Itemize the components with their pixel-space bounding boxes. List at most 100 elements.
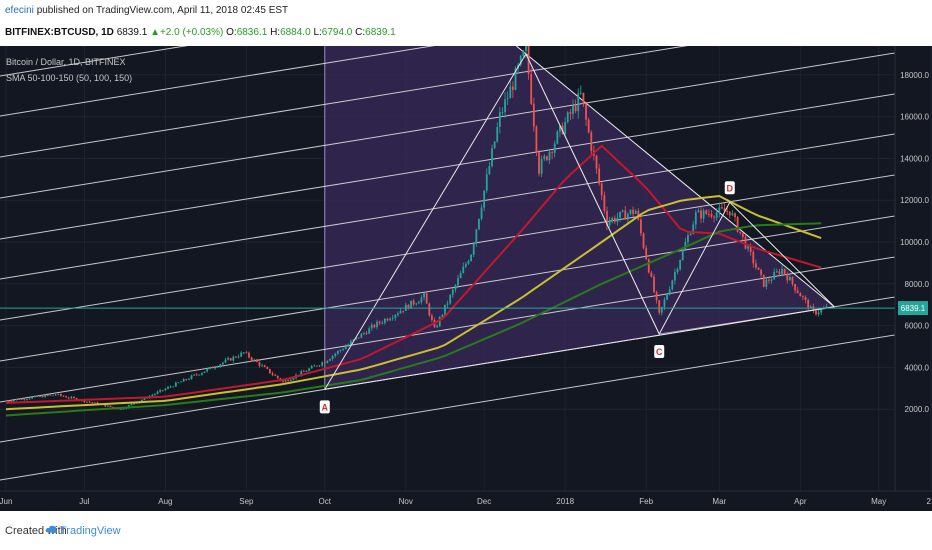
candle-body xyxy=(57,394,60,395)
candle-body xyxy=(749,245,752,253)
time-tick-label: Oct xyxy=(319,497,332,506)
candle-body xyxy=(18,399,20,400)
pattern-label-a-box xyxy=(319,400,330,414)
candle-body xyxy=(556,131,559,144)
price-tick-label: 10000.0 xyxy=(900,238,929,247)
candle-body xyxy=(156,391,159,394)
candle-body xyxy=(44,394,47,398)
candle-body xyxy=(744,236,747,249)
price-chart[interactable]: ABCD 2000.04000.06000.08000.010000.01200… xyxy=(0,29,932,511)
candle-body xyxy=(308,368,310,371)
candle-body xyxy=(431,315,433,320)
sma-50-line xyxy=(5,144,822,404)
candle-body xyxy=(441,314,444,317)
candle-body xyxy=(402,310,405,312)
candle-body xyxy=(370,324,373,329)
last-price-tag-box xyxy=(898,301,928,316)
candle-body xyxy=(386,318,389,321)
candle-body xyxy=(276,375,279,379)
candle-body xyxy=(611,217,614,222)
candle-body xyxy=(378,321,381,324)
high-label: H: xyxy=(270,27,281,38)
quote-line: BITFINEX:BTCUSD, 1D 6839.1 ▲+2.0 (+0.03%… xyxy=(5,27,396,38)
tradingview-logo-icon[interactable] xyxy=(44,523,58,537)
candle-body xyxy=(214,367,216,369)
candle-body xyxy=(159,389,162,392)
candle-body xyxy=(726,211,729,212)
candle-body xyxy=(545,156,548,161)
candle-body xyxy=(420,297,423,303)
candle-body xyxy=(731,213,734,216)
candle-body xyxy=(397,313,399,315)
candle-body xyxy=(232,356,235,361)
pattern-label-d-box xyxy=(724,181,735,195)
candle-body xyxy=(553,143,556,153)
candle-body xyxy=(710,214,713,217)
candle-body xyxy=(255,359,258,363)
candle-body xyxy=(590,132,593,151)
candle-body xyxy=(650,272,653,277)
price-tick-label: 12000.0 xyxy=(900,196,929,205)
up-arrow-icon: ▲ xyxy=(150,27,160,38)
candle-body xyxy=(548,151,551,161)
sma-150-line xyxy=(5,222,822,417)
candle-body xyxy=(598,168,601,184)
tradingview-link[interactable]: TradingView xyxy=(60,525,121,537)
candle-body xyxy=(83,399,86,403)
time-tick-label: Jun xyxy=(0,497,12,506)
candle-body xyxy=(655,292,658,301)
candle-body xyxy=(383,318,386,323)
candle-body xyxy=(73,396,75,399)
candle-body xyxy=(399,310,402,314)
candle-body xyxy=(326,360,329,363)
candle-body xyxy=(365,333,368,334)
candle-body xyxy=(815,310,817,315)
candle-body xyxy=(31,397,34,399)
time-tick-label: Sep xyxy=(239,497,254,506)
candle-body xyxy=(240,352,243,357)
candle-body xyxy=(33,396,36,398)
candle-body xyxy=(198,374,201,376)
candle-body xyxy=(747,245,749,249)
candle-body xyxy=(423,293,425,298)
candle-body xyxy=(488,165,491,175)
candle-body xyxy=(161,389,164,391)
candle-body xyxy=(674,272,676,281)
candle-body xyxy=(783,268,786,274)
candle-body xyxy=(287,380,290,382)
candle-body xyxy=(689,233,692,236)
author-link[interactable]: efecini xyxy=(5,5,34,16)
candle-body xyxy=(624,210,627,220)
candle-body xyxy=(632,209,634,214)
candle-body xyxy=(694,212,697,225)
candle-body xyxy=(5,400,7,402)
candle-body xyxy=(697,210,700,213)
time-tick-label: Jul xyxy=(79,497,89,506)
candle-body xyxy=(271,373,274,375)
time-axis[interactable]: Jun Jul Aug Sep Oct Nov Dec 2018 Feb Mar Apr May 21 xyxy=(0,497,932,506)
candle-body xyxy=(352,339,355,342)
candle-body xyxy=(585,104,587,120)
candle-body xyxy=(666,294,668,300)
candle-body xyxy=(54,394,57,396)
candle-body xyxy=(49,394,52,396)
candle-body xyxy=(227,358,229,360)
candle-body xyxy=(112,406,115,408)
close-label: C: xyxy=(355,27,366,38)
candle-body xyxy=(15,399,18,401)
candle-body xyxy=(608,221,611,226)
candle-body xyxy=(715,212,718,218)
candle-body xyxy=(485,174,488,191)
candle-body xyxy=(394,314,397,318)
candle-body xyxy=(188,378,190,380)
publish-line: efecini published on TradingView.com, Ap… xyxy=(5,5,288,16)
pattern-label-a: A xyxy=(322,402,329,412)
candle-body xyxy=(274,374,277,376)
candle-body xyxy=(540,159,543,174)
candle-body xyxy=(559,125,561,132)
candle-body xyxy=(519,55,522,65)
candle-body xyxy=(702,210,705,219)
candle-body xyxy=(130,403,133,406)
candle-body xyxy=(428,303,431,316)
chart-area[interactable]: ABCD 2000.04000.06000.08000.010000.01200… xyxy=(0,29,932,511)
